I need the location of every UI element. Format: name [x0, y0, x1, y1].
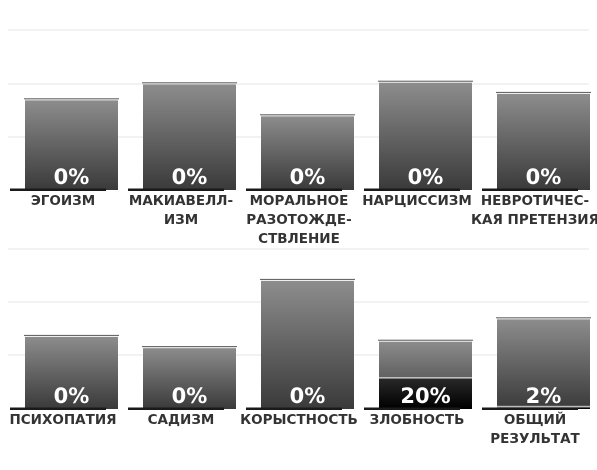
category-label: ОБЩИЙ [504, 411, 566, 428]
category-label: ИЗМ [164, 212, 198, 228]
background-bar-edge [378, 80, 473, 82]
value-bar-highlight [497, 405, 590, 408]
background-bar-highlight [261, 279, 354, 281]
data-label: 0% [290, 165, 326, 189]
background-bar [261, 279, 354, 409]
background-bar [25, 98, 118, 190]
value-bar-baseline [482, 407, 578, 410]
background-bar [379, 81, 472, 190]
background-bar-edge [24, 334, 119, 336]
background-bar-highlight [143, 82, 236, 85]
category-label: САДИЗМ [148, 412, 215, 428]
data-label: 0% [408, 165, 444, 189]
background-bar-edge [24, 98, 119, 100]
background-bar-edge [260, 278, 355, 280]
category-label: СТВЛЕНИЕ [258, 231, 340, 247]
background-bar-highlight [497, 92, 590, 94]
category-label: ПСИХОПАТИЯ [9, 412, 116, 428]
background-bar [143, 82, 236, 190]
category-label: КАЯ ПРЕТЕНЗИЯ [471, 212, 597, 228]
category-label: МОРАЛЬНОЕ [250, 193, 349, 209]
background-bar [497, 92, 590, 190]
background-bar [143, 346, 236, 409]
value-bar [379, 377, 472, 409]
value-bar-baseline [128, 407, 224, 410]
background-bar-edge [496, 317, 591, 319]
background-bar-edge [378, 339, 473, 341]
value-bar-baseline [246, 407, 342, 410]
category-label: РАЗОТОЖДЕ- [246, 212, 351, 228]
background-bar-highlight [25, 98, 118, 101]
background-bar-edge [142, 346, 237, 348]
value-bar-highlight [379, 377, 472, 379]
category-label: ЭГОИЗМ [31, 193, 95, 209]
data-label: 0% [54, 384, 90, 408]
data-label: 20% [400, 384, 450, 408]
background-bar-highlight [379, 340, 472, 342]
background-bar [497, 317, 590, 409]
value-bar-baseline [364, 188, 460, 191]
value-bar-baseline [246, 188, 342, 191]
data-label: 0% [526, 165, 562, 189]
background-bar-edge [496, 91, 591, 93]
value-bar-baseline [10, 188, 106, 191]
value-bar-baseline [364, 407, 460, 410]
value-bar-baseline [128, 188, 224, 191]
data-label: 0% [290, 384, 326, 408]
category-label: ЗЛОБНОСТЬ [370, 412, 465, 428]
data-label: 0% [54, 165, 90, 189]
background-bar-edge [142, 82, 237, 84]
value-bar-baseline [482, 188, 578, 191]
data-label: 0% [172, 165, 208, 189]
data-label: 0% [172, 384, 208, 408]
background-bar-highlight [143, 346, 236, 349]
category-label: МАКИАВЕЛЛ- [129, 193, 233, 209]
value-bar-baseline [10, 407, 106, 410]
background-bar-highlight [25, 335, 118, 337]
background-bar [261, 114, 354, 190]
category-label: РЕЗУЛЬТАТ [490, 431, 580, 447]
background-bar [25, 335, 118, 409]
category-label: НАРЦИССИЗМ [362, 193, 472, 209]
data-label: 2% [526, 384, 562, 408]
category-label: НЕВРОТИЧЕС- [481, 193, 589, 209]
category-label: КОРЫСТНОСТЬ [240, 412, 358, 428]
background-bar-highlight [497, 317, 590, 320]
background-bar-highlight [261, 114, 354, 117]
background-bar-highlight [379, 81, 472, 83]
background-bar-edge [260, 114, 355, 116]
